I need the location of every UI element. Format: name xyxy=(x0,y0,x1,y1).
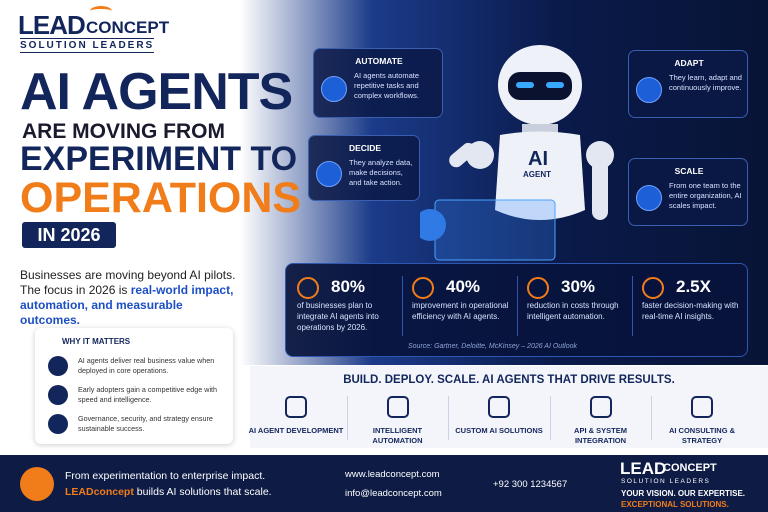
stat-value: 2.5X xyxy=(676,277,711,296)
stat-text: reduction in costs through intelligent a… xyxy=(527,301,619,321)
service-divider xyxy=(346,396,348,440)
footer-logo-tagline: SOLUTION LEADERS xyxy=(621,478,711,485)
headline-4: OPERATIONS xyxy=(20,174,302,222)
stat-text: faster decision-making with real-time AI… xyxy=(642,301,739,321)
feature-title: AUTOMATE xyxy=(355,56,403,66)
why-item: Early adopters gain a competitive edge w… xyxy=(78,385,218,404)
stat-icon xyxy=(412,277,434,299)
stat-value: 40% xyxy=(446,277,481,296)
footer-brand: LEADconcept xyxy=(65,486,134,498)
intro-text: Businesses are moving beyond AI pilots. … xyxy=(20,268,236,297)
services-title: BUILD. DEPLOY. SCALE. AI AGENTS THAT DRI… xyxy=(343,374,675,386)
stats-source: Source: Gartner, Deloitte, McKinsey – 20… xyxy=(408,343,577,350)
feature-card: DECIDE They analyze data, make decisions,… xyxy=(308,135,420,201)
feature-title: SCALE xyxy=(674,166,704,176)
why-icon xyxy=(48,356,68,376)
feature-title: DECIDE xyxy=(348,143,382,153)
logo-swoosh xyxy=(90,6,112,16)
stat-icon xyxy=(297,277,319,299)
feature-text: They learn, adapt and continuously impro… xyxy=(669,73,742,92)
why-icon xyxy=(48,414,68,434)
logo-tagline: SOLUTION LEADERS xyxy=(20,38,155,53)
stat-text: improvement in operational efficiency wi… xyxy=(412,301,509,321)
service-divider xyxy=(651,396,652,440)
feature-card: ADAPT They learn, adapt and continuously … xyxy=(628,50,748,118)
slogan-2: EXCEPTIONAL SOLUTIONS. xyxy=(621,500,729,509)
feature-card: SCALE From one team to the entire organiz… xyxy=(628,158,748,226)
service-icon xyxy=(589,396,612,418)
service-divider xyxy=(549,396,551,440)
service-label: AI AGENT DEVELOPMENT xyxy=(248,426,344,435)
headline-3: EXPERIMENT TO xyxy=(20,140,298,178)
why-item: AI agents deliver real business value wh… xyxy=(78,356,215,375)
logo-concept: CONCEPT xyxy=(86,18,170,37)
logo-lead: LEAD xyxy=(18,10,86,40)
footer-rest: builds AI solutions that scale. xyxy=(133,486,272,498)
service-label: CUSTOM AI SOLUTIONS xyxy=(455,426,543,435)
why-item: Governance, security, and strategy ensur… xyxy=(78,414,213,433)
service-icon xyxy=(691,396,713,418)
feature-icon xyxy=(636,77,662,103)
email[interactable]: info@leadconcept.com xyxy=(345,488,442,499)
why-card xyxy=(35,328,233,444)
feature-text: From one team to the entire organization… xyxy=(669,181,742,210)
feature-card: AUTOMATE AI agents automate repetitive ta… xyxy=(313,48,443,118)
feature-icon xyxy=(316,161,342,187)
website[interactable]: www.leadconcept.com xyxy=(345,469,440,480)
footer-logo-concept: CONCEPT xyxy=(663,462,717,474)
stat-icon xyxy=(642,277,664,299)
service-icon xyxy=(386,396,409,418)
stats-panel xyxy=(285,263,748,357)
service-label: API & SYSTEM INTEGRATION xyxy=(574,426,627,445)
stat-divider xyxy=(517,276,518,336)
stat-divider xyxy=(402,276,403,336)
stat-value: 30% xyxy=(561,277,596,296)
robot-label-2: AGENT xyxy=(523,170,551,179)
service-divider xyxy=(448,396,449,440)
feature-text: AI agents automate repetitive tasks and … xyxy=(354,71,420,100)
footer xyxy=(0,455,768,512)
service-label: INTELLIGENT AUTOMATION xyxy=(372,426,423,445)
why-icon xyxy=(48,385,68,405)
stat-icon xyxy=(527,277,549,299)
headline-2: ARE MOVING FROM xyxy=(22,120,225,143)
footer-line1: From experimentation to enterprise impac… xyxy=(65,470,266,482)
service-icon xyxy=(488,396,510,418)
footer-logo-lead: LEAD xyxy=(620,459,667,478)
service-label: AI CONSULTING & STRATEGY xyxy=(668,426,736,445)
service-icon xyxy=(285,396,307,418)
headline-1: AI AGENTS xyxy=(20,63,293,121)
stat-text: of businesses plan to integrate AI agent… xyxy=(297,301,379,332)
feature-title: ADAPT xyxy=(674,58,704,68)
intro-highlight: real-world impact, automation, and measu… xyxy=(20,283,234,327)
slogan-1: YOUR VISION. OUR EXPERTISE. xyxy=(621,489,746,498)
phone[interactable]: +92 300 1234567 xyxy=(493,479,568,490)
intro: Businesses are moving beyond AI pilots. … xyxy=(20,268,245,328)
robot xyxy=(420,45,614,261)
year-badge: IN 2026 xyxy=(22,222,116,248)
stat-value: 80% xyxy=(331,277,366,296)
feature-text: They analyze data, make decisions, and t… xyxy=(349,158,413,187)
rocket-icon xyxy=(20,467,54,501)
robot-label-1: AI xyxy=(528,148,548,170)
why-title: WHY IT MATTERS xyxy=(62,337,131,346)
footer-line2: LEADconcept builds AI solutions that sca… xyxy=(65,486,272,498)
feature-icon xyxy=(636,185,662,211)
stat-divider xyxy=(632,276,633,336)
feature-icon xyxy=(321,76,347,102)
